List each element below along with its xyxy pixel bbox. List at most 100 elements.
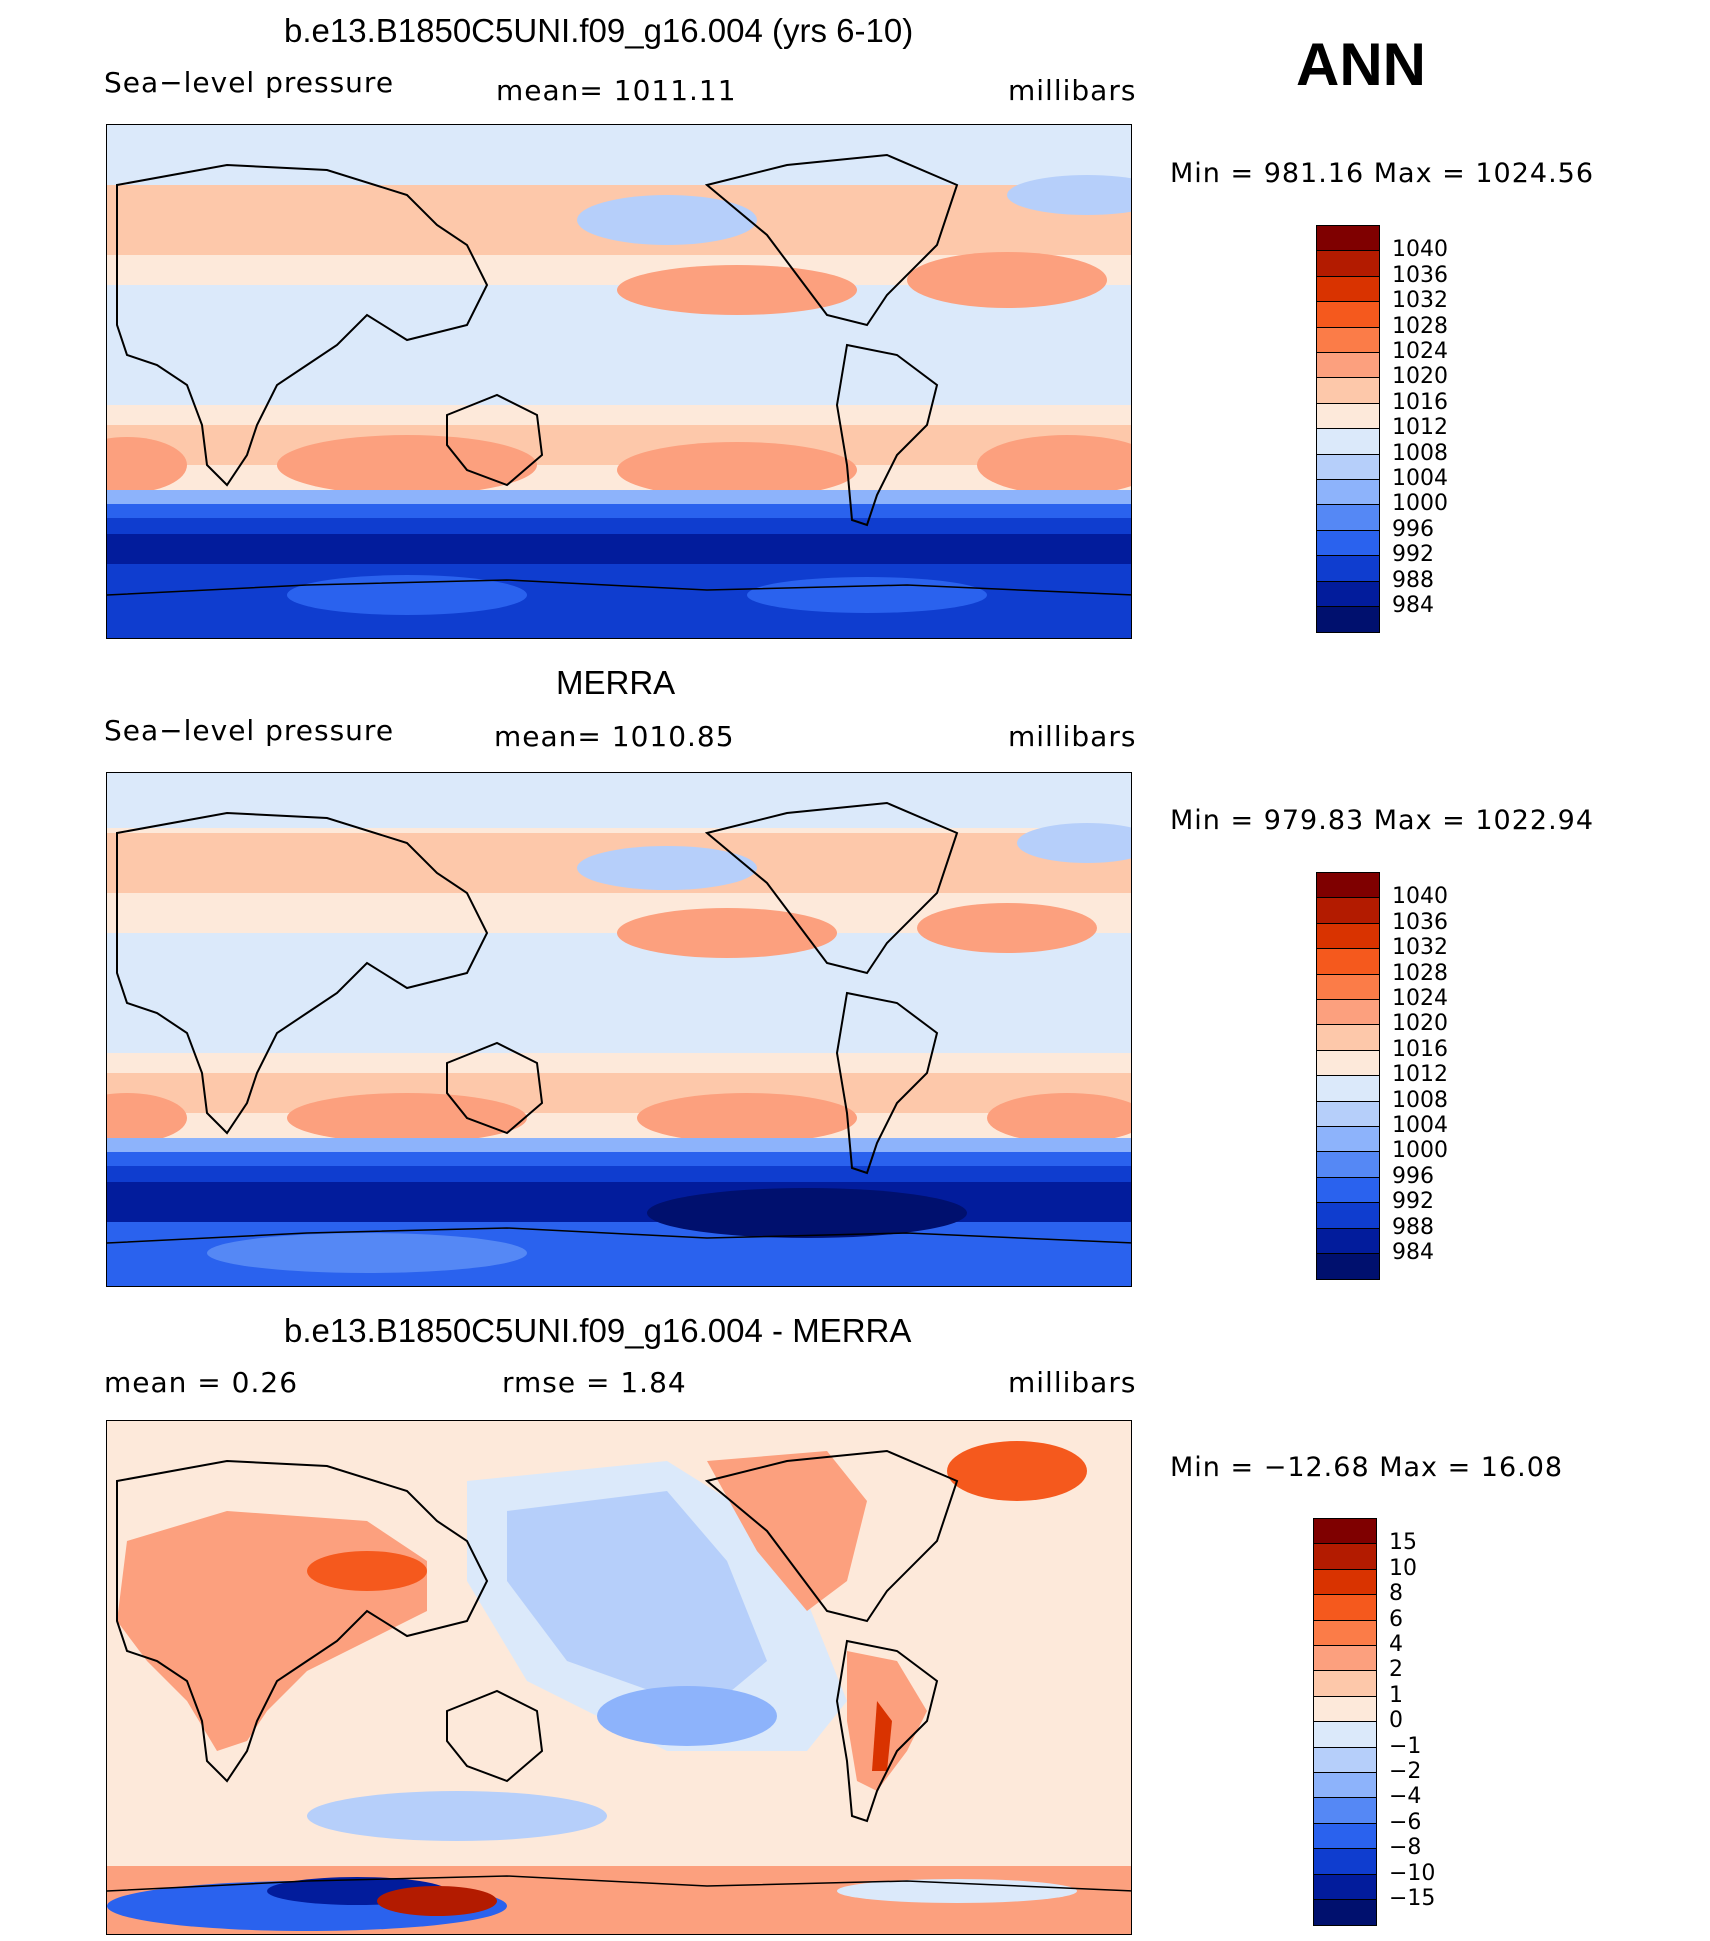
- eurasia-africa-coastline: [116, 1459, 489, 1783]
- colorbar-swatch: [1313, 1619, 1377, 1647]
- antarctic-interior-east: [747, 577, 987, 613]
- antarctic-positive-core: [377, 1886, 497, 1916]
- colorbar-tick-label: −1: [1389, 1733, 1422, 1759]
- colorbar-tick-label: 1040: [1392, 237, 1448, 263]
- southern-ocean-band-3: [107, 1166, 1131, 1182]
- colorbar-swatch: [1313, 1746, 1377, 1774]
- colorbar-swatch: [1313, 1848, 1377, 1876]
- azores-high: [907, 252, 1107, 308]
- north-america-coastline: [704, 801, 959, 975]
- colorbar-tick-label: 1000: [1392, 491, 1448, 517]
- panel-3-mean-label: mean = 0.26: [104, 1366, 299, 1399]
- south-atlantic-high: [987, 1093, 1131, 1143]
- indian-ocean-high: [277, 435, 537, 495]
- south-pacific-negative: [597, 1686, 777, 1746]
- colorbar-swatch: [1316, 606, 1380, 633]
- colorbar-swatch: [1316, 402, 1380, 430]
- colorbar-swatch: [1316, 580, 1380, 608]
- colorbar-swatch: [1316, 275, 1380, 303]
- antarctic-negative-east: [837, 1879, 1077, 1903]
- colorbar-tick-label: 1028: [1392, 313, 1448, 339]
- panel-2-units-label: millibars: [1008, 720, 1137, 753]
- colorbar-swatch: [1316, 1202, 1380, 1230]
- south-atlantic-high: [977, 435, 1131, 495]
- colorbar-tick-label: 1020: [1392, 1011, 1448, 1037]
- panel-1-units-label: millibars: [1008, 74, 1137, 107]
- panel-2-field: [107, 773, 1131, 1286]
- colorbar-tick-label: −8: [1389, 1835, 1422, 1861]
- colorbar-swatch: [1313, 1899, 1377, 1926]
- colorbar-swatch: [1313, 1670, 1377, 1698]
- colorbar-swatch: [1316, 1049, 1380, 1077]
- panel-2-minmax: Min = 979.83 Max = 1022.94: [1170, 805, 1595, 836]
- colorbar-tick-label: 1020: [1392, 364, 1448, 390]
- panel-1-variable-label: Sea−level pressure: [104, 66, 395, 99]
- colorbar-swatch: [1316, 973, 1380, 1001]
- colorbar-tick-label: 1016: [1392, 1036, 1448, 1062]
- antarctica-coastline: [107, 579, 1131, 596]
- panel-2-map: [106, 772, 1132, 1287]
- colorbar-swatch: [1316, 250, 1380, 278]
- panel-1-mean-label: mean= 1011.11: [496, 74, 737, 107]
- south-pacific-high: [617, 442, 857, 498]
- colorbar-tick-label: 1008: [1392, 1087, 1448, 1113]
- andes-positive: [872, 1701, 892, 1771]
- colorbar-swatch: [1316, 377, 1380, 405]
- colorbar-swatch: [1316, 872, 1380, 899]
- eurasia-africa-coastline: [116, 163, 489, 487]
- australia-coastline: [446, 1041, 544, 1135]
- tibetan-plateau-positive: [307, 1551, 427, 1591]
- australia-coastline: [446, 1689, 544, 1783]
- southern-ocean-band-1: [107, 490, 1131, 504]
- colorbar-tick-label: 1000: [1392, 1138, 1448, 1164]
- colorbar-swatch: [1316, 479, 1380, 506]
- circumpolar-trough: [107, 534, 1131, 564]
- icelandic-low: [1017, 823, 1131, 863]
- south-america-coastline: [835, 991, 939, 1175]
- north-america-positive: [707, 1451, 867, 1611]
- colorbar-tick-label: 1032: [1392, 935, 1448, 961]
- panel-2-mean-label: mean= 1010.85: [494, 720, 735, 753]
- colorbar-swatch: [1316, 897, 1380, 925]
- colorbar-tick-label: 4: [1389, 1632, 1403, 1657]
- south-america-coastline: [835, 343, 939, 527]
- colorbar-swatch: [1316, 1126, 1380, 1153]
- south-america-coastline: [835, 1639, 939, 1823]
- colorbar-swatch: [1313, 1518, 1377, 1545]
- colorbar-tick-label: 1040: [1392, 884, 1448, 910]
- colorbar-tick-label: 1016: [1392, 389, 1448, 415]
- southern-ocean-band-1: [107, 1138, 1131, 1152]
- panel-3-rmse-label: rmse = 1.84: [502, 1366, 687, 1399]
- southern-ocean-band-2: [107, 1152, 1131, 1166]
- colorbar-swatch: [1313, 1568, 1377, 1596]
- southern-indian-negative: [307, 1791, 607, 1841]
- colorbar-swatch: [1316, 1151, 1380, 1179]
- colorbar-tick-label: 1028: [1392, 960, 1448, 986]
- panel-1-title: b.e13.B1850C5UNI.f09_g16.004 (yrs 6-10): [284, 12, 914, 49]
- colorbar-tick-label: 992: [1392, 542, 1434, 568]
- colorbar-tick-label: 15: [1389, 1530, 1417, 1556]
- southern-ocean-band-2: [107, 504, 1131, 518]
- north-america-coastline: [704, 153, 959, 327]
- south-pacific-high: [637, 1093, 857, 1143]
- colorbar-swatch: [1316, 1024, 1380, 1052]
- colorbar-tick-label: 1036: [1392, 262, 1448, 288]
- pacific-negative-core: [507, 1491, 767, 1711]
- panel-1-map: [106, 124, 1132, 639]
- colorbar-tick-label: 1024: [1392, 986, 1448, 1011]
- greenland-positive: [947, 1441, 1087, 1501]
- panel-2-title: MERRA: [556, 664, 676, 701]
- colorbar-tick-label: −15: [1389, 1886, 1436, 1911]
- colorbar-tick-label: 1008: [1392, 440, 1448, 466]
- colorbar-tick-label: 10: [1389, 1555, 1417, 1581]
- panel-3-map: [106, 1420, 1132, 1935]
- colorbar-tick-label: 6: [1389, 1606, 1403, 1632]
- colorbar-swatch: [1316, 529, 1380, 557]
- colorbar-tick-label: 0: [1389, 1708, 1403, 1734]
- colorbar-tick-label: 988: [1392, 567, 1434, 593]
- south-atlantic-high-west: [107, 1093, 187, 1143]
- southern-ocean-band-3: [107, 518, 1131, 534]
- colorbar-swatch: [1316, 948, 1380, 976]
- colorbar-tick-label: −6: [1389, 1809, 1422, 1835]
- colorbar-tick-label: 1004: [1392, 466, 1448, 491]
